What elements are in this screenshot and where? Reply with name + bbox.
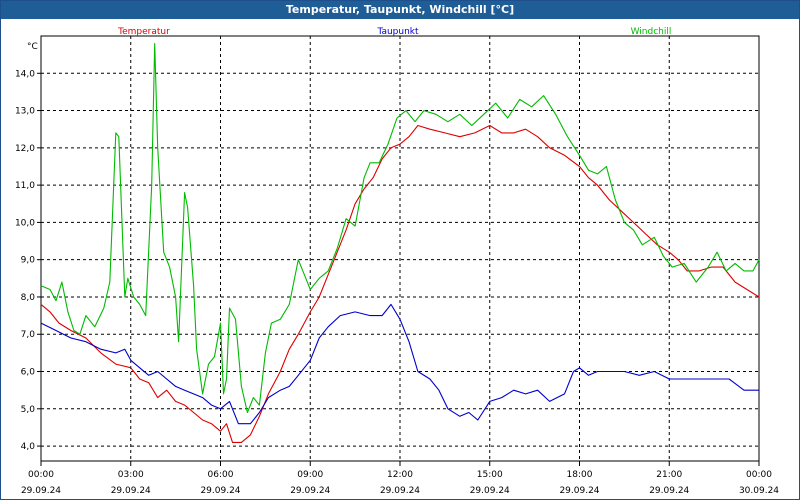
x-tick-date: 29.09.24 xyxy=(290,486,330,496)
x-tick-date: 29.09.24 xyxy=(559,486,599,496)
y-tick-label: 13,0 xyxy=(15,107,35,117)
x-tick-time: 00:00 xyxy=(28,470,54,480)
x-tick-time: 03:00 xyxy=(118,470,144,480)
x-tick-date: 29.09.24 xyxy=(21,486,61,496)
legend-label-windchill: Windchill xyxy=(631,27,672,37)
series-line-temperatur xyxy=(40,124,760,443)
x-tick-time: 21:00 xyxy=(656,470,682,480)
y-tick-label: 14,0 xyxy=(15,69,35,79)
x-tick-time: 06:00 xyxy=(208,470,234,480)
x-tick-date: 29.09.24 xyxy=(380,486,420,496)
series-lines xyxy=(40,42,760,443)
x-tick-time: 00:00 xyxy=(746,470,772,480)
x-tick-date: 30.09.24 xyxy=(739,486,779,496)
y-tick-label: 12,0 xyxy=(15,144,35,154)
x-tick-time: 15:00 xyxy=(477,470,503,480)
y-tick-label: 11,0 xyxy=(15,181,35,191)
y-tick-label: 4,0 xyxy=(21,442,36,452)
y-tick-label: 8,0 xyxy=(21,293,36,303)
legend-label-taupunkt: Taupunkt xyxy=(376,27,419,37)
y-tick-label: 9,0 xyxy=(21,256,36,266)
y-tick-label: 10,0 xyxy=(15,218,35,228)
x-tick-time: 12:00 xyxy=(387,470,413,480)
x-tick-date: 29.09.24 xyxy=(111,486,151,496)
y-axis-ticks: 4,0 5,0 6,0 7,0 8,0 9,0 10,0 11,0 12,0 13,0 14,0 xyxy=(15,69,41,452)
x-axis-ticks: 00:00 29.09.24 03:00 29.09.24 06:00 29.09.24 0… xyxy=(21,461,779,496)
x-tick-time: 18:00 xyxy=(567,470,593,480)
legend-label-temperatur: Temperatur xyxy=(117,27,170,37)
x-tick-time: 09:00 xyxy=(297,470,323,480)
y-tick-label: 7,0 xyxy=(21,330,36,340)
grid-lines xyxy=(41,36,759,461)
series-line-taupunkt xyxy=(40,303,759,425)
y-tick-label: 6,0 xyxy=(21,368,36,378)
y-tick-label: 5,0 xyxy=(21,405,36,415)
x-tick-date: 29.09.24 xyxy=(649,486,689,496)
series-line-windchill xyxy=(40,42,760,414)
y-axis-label: °C xyxy=(27,42,38,52)
x-tick-date: 29.09.24 xyxy=(200,486,240,496)
x-tick-date: 29.09.24 xyxy=(470,486,510,496)
chart-title: Temperatur, Taupunkt, Windchill [°C] xyxy=(1,1,799,19)
legend: Temperatur Taupunkt Windchill xyxy=(117,27,671,37)
